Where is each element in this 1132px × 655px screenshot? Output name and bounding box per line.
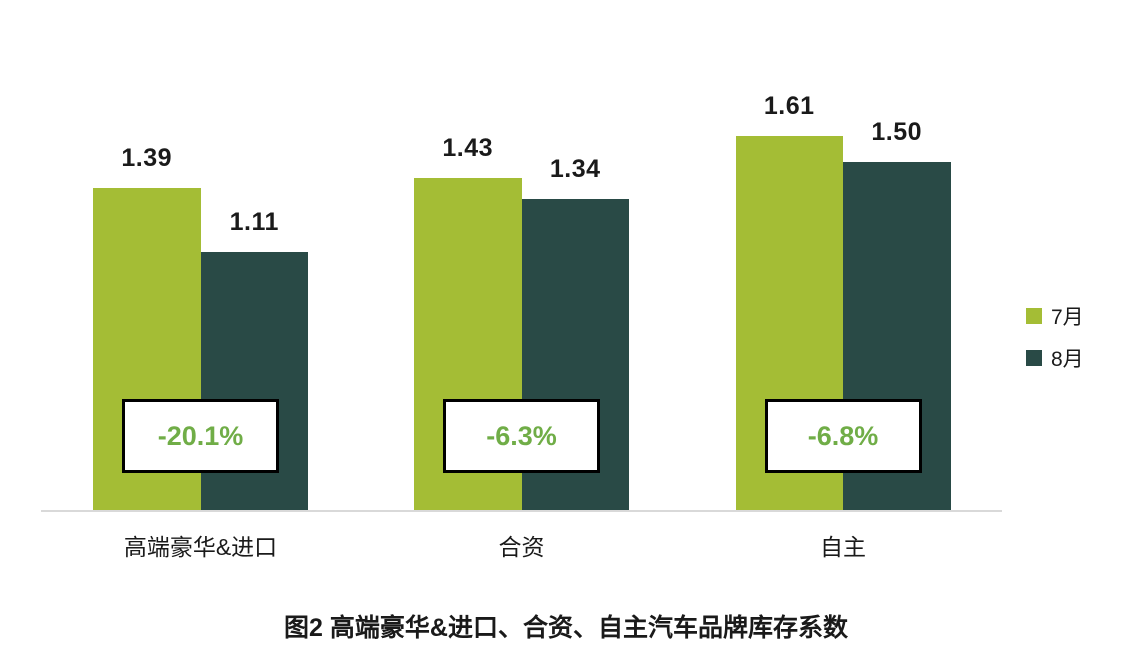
value-label-july-group-3: 1.61 — [763, 92, 815, 120]
category-label-group-2: 合资 — [498, 534, 545, 560]
x-axis-line — [41, 510, 1002, 512]
legend-item-august: 8月 — [1026, 343, 1084, 373]
legend: 7月 8月 — [1026, 301, 1084, 373]
change-badge-text: -6.3% — [486, 420, 557, 451]
change-badge-group-1: -20.1% — [122, 399, 279, 473]
value-label-august-group-2: 1.34 — [549, 155, 601, 183]
change-badge-group-3: -6.8% — [764, 399, 922, 473]
value-label-august-group-3: 1.50 — [871, 118, 923, 146]
category-label-group-3: 自主 — [820, 534, 866, 560]
legend-label-july: 7月 — [1051, 306, 1084, 329]
chart-caption: 图2 高端豪华&进口、合资、自主汽车品牌库存系数 — [284, 614, 848, 642]
change-badge-text: -6.8% — [807, 420, 879, 451]
value-label-august-group-1: 1.11 — [229, 208, 279, 236]
change-badge-group-2: -6.3% — [443, 399, 600, 473]
legend-label-august: 8月 — [1051, 348, 1084, 371]
value-label-july-group-1: 1.39 — [121, 144, 173, 172]
legend-swatch-july-icon — [1026, 308, 1042, 324]
legend-swatch-august-icon — [1026, 350, 1042, 366]
legend-item-july: 7月 — [1026, 301, 1084, 331]
value-label-july-group-2: 1.43 — [442, 134, 494, 162]
category-label-group-1: 高端豪华&进口 — [123, 534, 278, 560]
change-badge-text: -20.1% — [157, 420, 244, 451]
